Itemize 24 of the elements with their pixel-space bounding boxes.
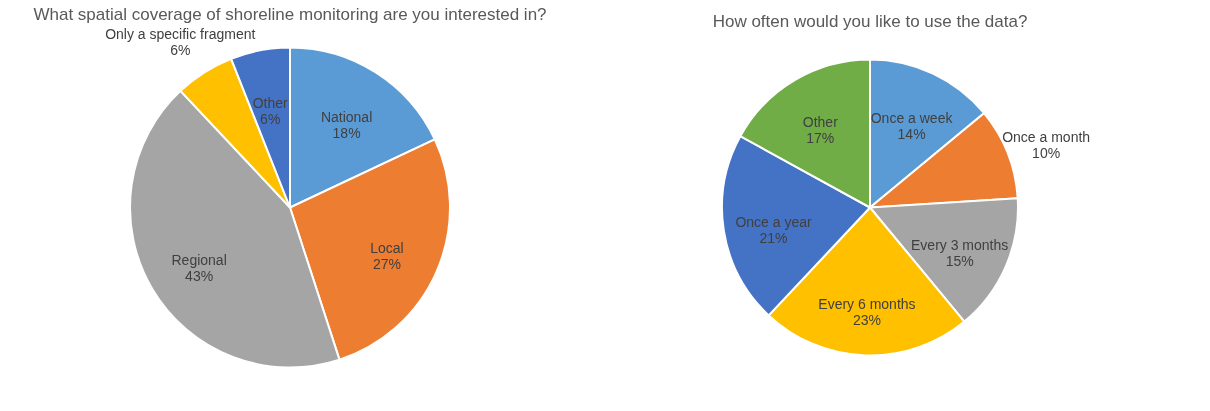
data-label: 23% [852, 312, 881, 329]
slice-label: Local [370, 240, 404, 257]
data-label: 6% [170, 41, 191, 58]
slice-label: Every 3 months [911, 237, 1009, 254]
slice-label: Only a specific fragment [105, 25, 256, 42]
data-label: 43% [185, 268, 214, 285]
data-label: 17% [806, 130, 835, 147]
slice-label: Once a week [870, 110, 954, 127]
chart-title: How often would you like to use the data? [712, 12, 1028, 31]
slice-label: Other [802, 114, 839, 131]
data-label: 14% [897, 126, 926, 143]
slice-label: National [320, 109, 373, 126]
slice-label: Once a year [735, 213, 812, 230]
data-label: 27% [372, 256, 401, 273]
data-label: 18% [332, 125, 361, 142]
slice-label: Regional [171, 252, 227, 269]
data-label: 10% [1032, 144, 1061, 161]
slice-label: Every 6 months [818, 296, 916, 313]
data-label: 15% [945, 253, 974, 270]
data-label: 21% [759, 229, 788, 246]
data-label: 6% [260, 110, 281, 127]
chart-title: What spatial coverage of shoreline monitoring are you interested in? [33, 4, 547, 24]
slice-label: Once a month [1002, 128, 1091, 145]
slice-label: Other [252, 94, 289, 111]
